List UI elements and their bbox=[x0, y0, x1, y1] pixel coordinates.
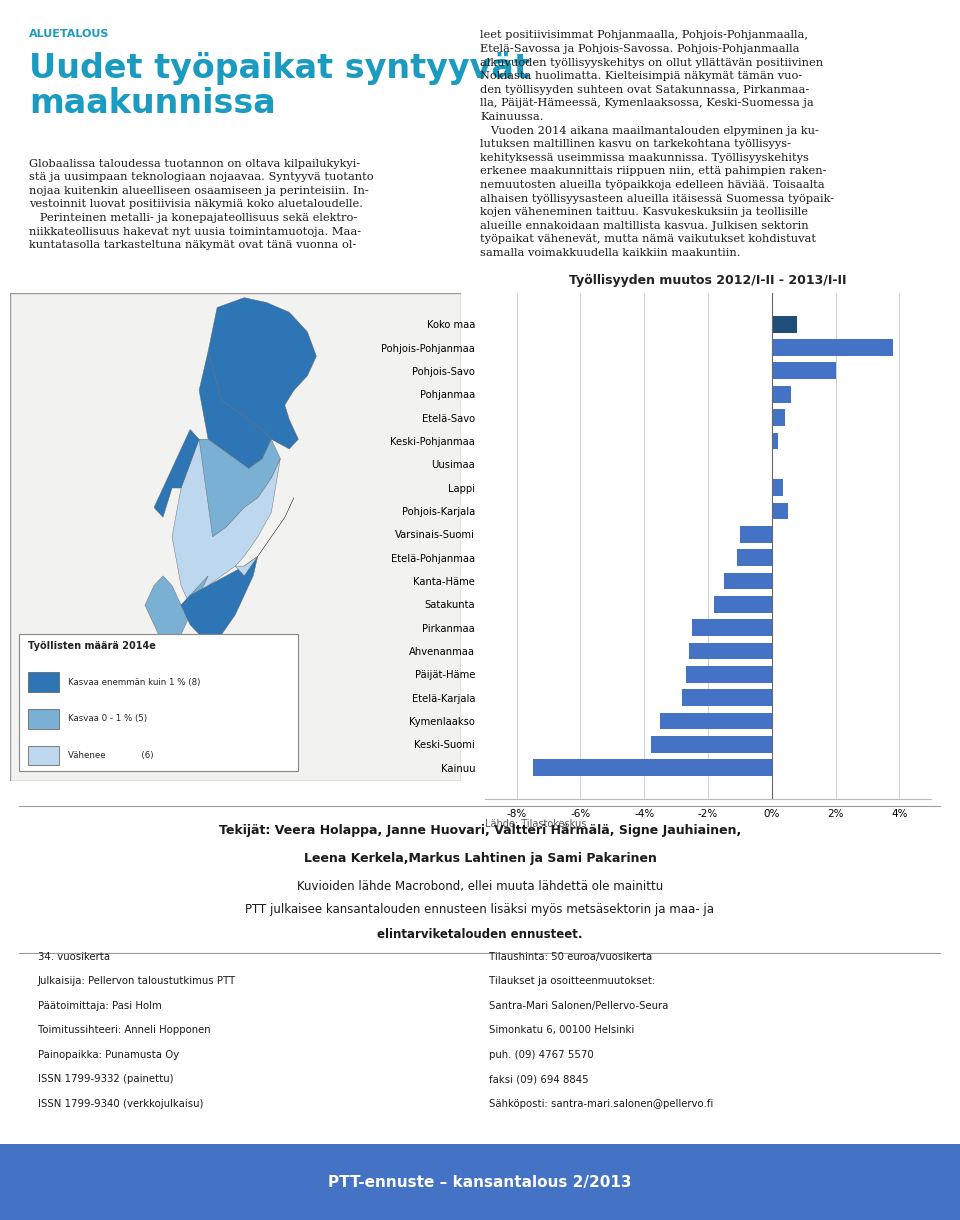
Bar bbox=[740, 526, 772, 543]
Text: Julkaisija: Pellervon taloustutkimus PTT: Julkaisija: Pellervon taloustutkimus PTT bbox=[37, 976, 236, 986]
Text: Kuvioiden lähde Macrobond, ellei muuta lähdettä ole mainittu: Kuvioiden lähde Macrobond, ellei muuta l… bbox=[297, 880, 663, 893]
Polygon shape bbox=[181, 556, 257, 644]
Text: PTT julkaisee kansantalouden ennusteen lisäksi myös metsäsektorin ja maa- ja: PTT julkaisee kansantalouden ennusteen l… bbox=[246, 903, 714, 916]
Bar bbox=[683, 689, 772, 706]
Text: leet positiivisimmat Pohjanmaalla, Pohjois-Pohjanmaalla,
Etelä-Savossa ja Pohjoi: leet positiivisimmat Pohjanmaalla, Pohjo… bbox=[480, 30, 834, 259]
Bar bbox=[772, 433, 779, 449]
Bar bbox=[689, 643, 772, 659]
Text: Työllisten määrä 2014e: Työllisten määrä 2014e bbox=[28, 640, 156, 651]
Bar bbox=[18, 634, 299, 771]
Bar bbox=[772, 339, 893, 356]
Text: Lähde: Tilastokeskus: Lähde: Tilastokeskus bbox=[485, 819, 587, 828]
Bar bbox=[736, 549, 772, 566]
Text: 34. vuosikerta: 34. vuosikerta bbox=[37, 952, 109, 961]
Polygon shape bbox=[208, 298, 317, 449]
Bar bbox=[692, 620, 772, 636]
Text: Simonkatu 6, 00100 Helsinki: Simonkatu 6, 00100 Helsinki bbox=[490, 1025, 635, 1036]
Bar bbox=[685, 666, 772, 683]
Text: Tilaukset ja osoitteenmuutokset:: Tilaukset ja osoitteenmuutokset: bbox=[490, 976, 656, 986]
Bar bbox=[772, 479, 783, 497]
Text: ALUETALOUS: ALUETALOUS bbox=[29, 28, 109, 39]
Text: Tilaushinta: 50 euroa/vuosikerta: Tilaushinta: 50 euroa/vuosikerta bbox=[490, 952, 653, 961]
Text: elintarviketalouden ennusteet.: elintarviketalouden ennusteet. bbox=[377, 927, 583, 941]
Text: Kasvaa 0 - 1 % (5): Kasvaa 0 - 1 % (5) bbox=[68, 715, 148, 723]
Text: PTT-ennuste – kansantalous 2/2013: PTT-ennuste – kansantalous 2/2013 bbox=[328, 1175, 632, 1190]
Text: Tekijät: Veera Holappa, Janne Huovari, Valtteri Härmälä, Signe Jauhiainen,: Tekijät: Veera Holappa, Janne Huovari, V… bbox=[219, 825, 741, 837]
Bar bbox=[772, 386, 791, 403]
Bar bbox=[724, 572, 772, 589]
Polygon shape bbox=[199, 351, 272, 468]
Text: Päätoimittaja: Pasi Holm: Päätoimittaja: Pasi Holm bbox=[37, 1000, 161, 1010]
Text: Sähköposti: santra-mari.salonen@pellervo.fi: Sähköposti: santra-mari.salonen@pellervo… bbox=[490, 1099, 713, 1109]
Bar bbox=[772, 503, 788, 520]
Bar bbox=[772, 456, 774, 472]
Polygon shape bbox=[145, 576, 208, 654]
Text: Vähenee             (6): Vähenee (6) bbox=[68, 752, 154, 760]
Bar bbox=[772, 409, 784, 426]
Bar bbox=[772, 316, 797, 333]
Text: Kasvaa enemmän kuin 1 % (8): Kasvaa enemmän kuin 1 % (8) bbox=[68, 678, 201, 687]
Text: ISSN 1799-9332 (painettu): ISSN 1799-9332 (painettu) bbox=[37, 1075, 173, 1085]
Bar bbox=[28, 745, 60, 765]
Text: puh. (09) 4767 5570: puh. (09) 4767 5570 bbox=[490, 1050, 594, 1060]
Polygon shape bbox=[154, 429, 199, 517]
Title: Työllisyyden muutos 2012/I-II - 2013/I-II: Työllisyyden muutos 2012/I-II - 2013/I-I… bbox=[569, 274, 847, 288]
Bar bbox=[533, 759, 772, 776]
Text: ISSN 1799-9340 (verkkojulkaisu): ISSN 1799-9340 (verkkojulkaisu) bbox=[37, 1099, 204, 1109]
Bar bbox=[772, 362, 835, 379]
Text: Globaalissa taloudessa tuotannon on oltava kilpailukykyi-
stä ja uusimpaan tekno: Globaalissa taloudessa tuotannon on olta… bbox=[29, 159, 373, 250]
Text: Toimitussihteeri: Anneli Hopponen: Toimitussihteeri: Anneli Hopponen bbox=[37, 1025, 210, 1036]
Text: Uudet työpaikat syntyyvät
maakunnissa: Uudet työpaikat syntyyvät maakunnissa bbox=[29, 52, 530, 120]
Bar bbox=[28, 672, 60, 692]
Bar bbox=[28, 709, 60, 728]
Bar bbox=[651, 736, 772, 753]
Text: faksi (09) 694 8845: faksi (09) 694 8845 bbox=[490, 1075, 588, 1085]
Text: Leena Kerkela,Markus Lahtinen ja Sami Pakarinen: Leena Kerkela,Markus Lahtinen ja Sami Pa… bbox=[303, 853, 657, 865]
Bar bbox=[660, 712, 772, 730]
Bar bbox=[714, 595, 772, 612]
Polygon shape bbox=[181, 439, 280, 537]
Text: Painopaikka: Punamusta Oy: Painopaikka: Punamusta Oy bbox=[37, 1050, 179, 1060]
Polygon shape bbox=[172, 439, 280, 605]
Polygon shape bbox=[235, 498, 294, 576]
Text: Santra-Mari Salonen/Pellervo-Seura: Santra-Mari Salonen/Pellervo-Seura bbox=[490, 1000, 668, 1010]
